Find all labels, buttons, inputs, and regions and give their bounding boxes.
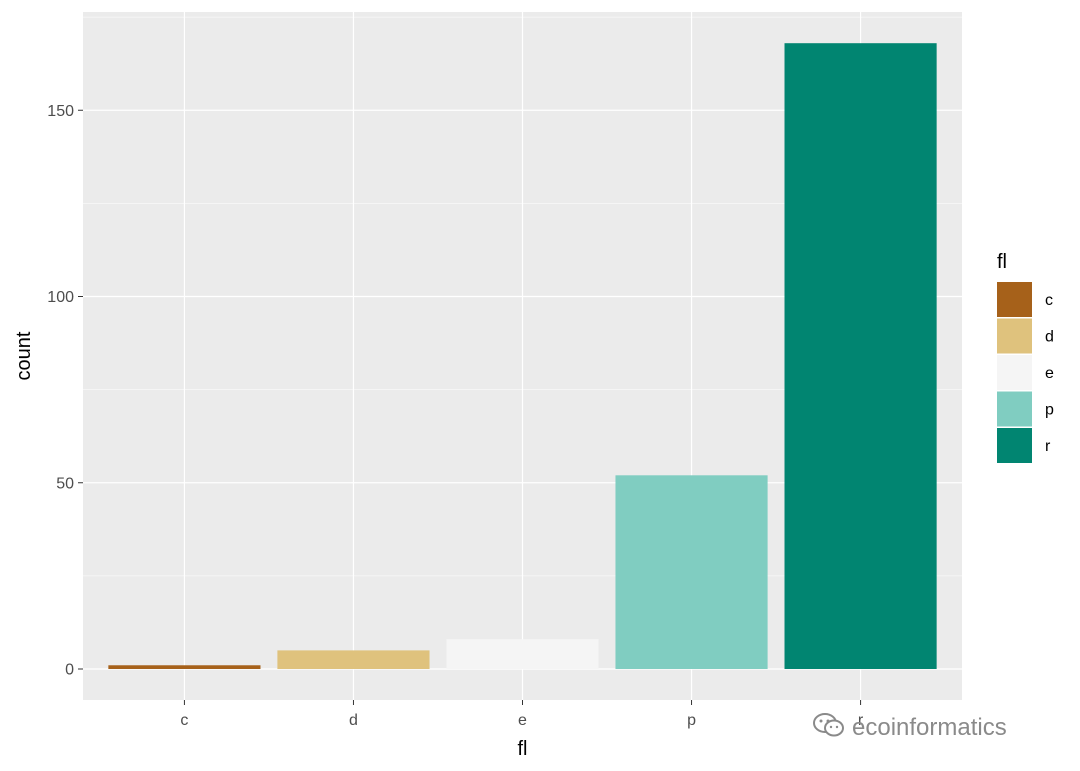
legend-label-d: d xyxy=(1045,329,1054,346)
legend-swatch-d xyxy=(997,318,1032,354)
legend-swatch-r xyxy=(997,428,1032,463)
bar-r xyxy=(784,43,937,669)
x-tick-label: c xyxy=(180,712,188,729)
legend-items: c d e p r xyxy=(997,282,1054,463)
bars xyxy=(108,43,937,669)
bar-d xyxy=(277,650,430,669)
bar-c xyxy=(108,665,261,669)
x-tick-label: e xyxy=(518,712,527,729)
x-tick-label: r xyxy=(858,712,864,729)
x-tick-label: d xyxy=(349,712,358,729)
legend-swatch-e xyxy=(997,355,1032,390)
legend-swatch-p xyxy=(997,391,1032,427)
watermark: ecoinformatics xyxy=(812,710,1007,746)
bar-p xyxy=(615,475,768,669)
y-tick-label: 100 xyxy=(47,289,74,306)
watermark-text: ecoinformatics xyxy=(852,714,1007,741)
y-axis-title: count xyxy=(13,331,35,380)
y-tick-label: 0 xyxy=(65,662,74,679)
y-tick-label: 150 xyxy=(47,103,74,120)
legend-label-c: c xyxy=(1045,292,1053,309)
legend-label-r: r xyxy=(1045,438,1051,455)
legend-label-p: p xyxy=(1045,402,1054,419)
y-tick-label: 50 xyxy=(56,475,74,492)
wechat-icon xyxy=(812,711,846,746)
x-axis-title: fl xyxy=(518,738,528,760)
bar-e xyxy=(446,639,599,669)
legend-title: fl xyxy=(997,251,1007,273)
y-axis: 0 50 100 150 xyxy=(47,103,83,679)
legend-swatch-c xyxy=(997,282,1032,317)
x-tick-label: p xyxy=(687,712,696,729)
legend-label-e: e xyxy=(1045,365,1054,382)
legend: fl c d e p r xyxy=(997,251,1054,463)
